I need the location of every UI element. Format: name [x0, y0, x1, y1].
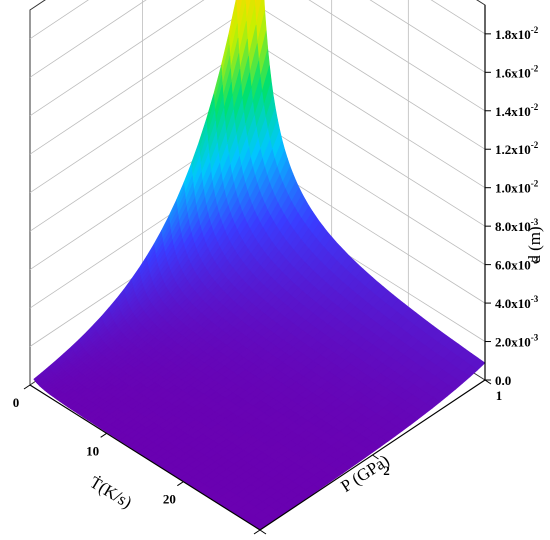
z-tick-label: 6.0x10-3 [495, 256, 539, 273]
x-tick-label: 10 [86, 443, 99, 458]
x-tick-0 [23, 384, 31, 390]
x-tick-label: 0 [13, 395, 20, 410]
z-axis-title: d (m) [525, 226, 544, 263]
y-tick-label: 1 [496, 388, 503, 403]
x-axis-title: Ṫ(K/s) [87, 472, 136, 512]
z-tick-label: 4.0x10-3 [495, 294, 539, 311]
x-tick-2 [177, 481, 184, 487]
x-tick-label: 20 [163, 492, 176, 507]
z-tick-label: 1.4x10-2 [495, 102, 539, 119]
y-tick-1 [372, 454, 379, 460]
surface-plot [33, 0, 486, 530]
tick-labels: 01020301230.02.0x10-34.0x10-36.0x10-38.0… [13, 25, 539, 540]
x-tick-3 [253, 529, 261, 535]
y-tick-label: 2 [383, 463, 390, 478]
z-tick-label: 1.0x10-2 [495, 179, 539, 196]
y-tick-label: 3 [271, 538, 278, 540]
z-tick-label: 1.2x10-2 [495, 140, 539, 157]
y-tick-2 [259, 529, 267, 535]
chart-axes [23, 5, 492, 535]
x-axis-line [29, 384, 261, 531]
z-tick-label: 1.6x10-2 [495, 63, 539, 80]
z-tick-label: 1.8x10-2 [495, 25, 539, 42]
z-tick-label: 8.0x10-3 [495, 217, 539, 234]
z-tick-label: 0.0 [495, 373, 511, 388]
y-tick-0 [484, 379, 492, 385]
z-tick-label: 2.0x10-3 [495, 333, 539, 350]
chart-walls [29, 0, 486, 386]
x-tick-1 [100, 432, 107, 438]
